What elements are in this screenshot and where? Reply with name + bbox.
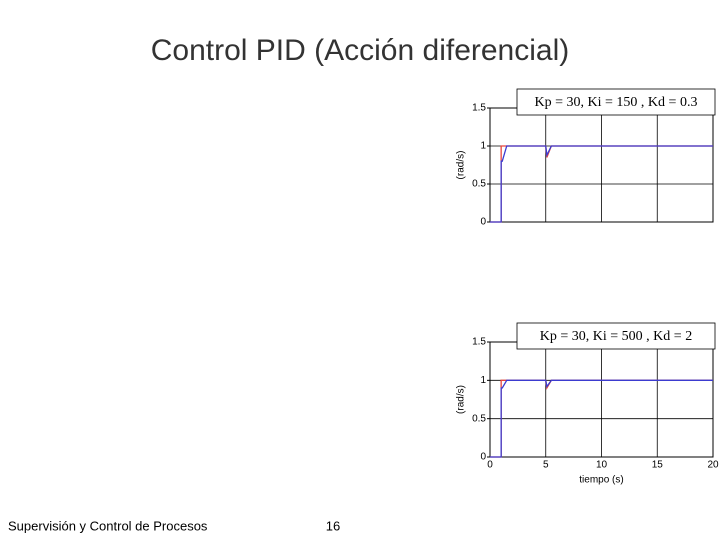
- y-tick-label: 0.5: [472, 179, 486, 190]
- footer-course: Supervisión y Control de Procesos: [8, 518, 208, 533]
- annotation-box: [516, 88, 716, 116]
- y-axis-label: (rad/s): [456, 151, 467, 180]
- y-tick-label: 0.5: [472, 413, 486, 424]
- x-tick-label: 5: [543, 460, 549, 471]
- slide-title: Control PID (Acción diferencial): [151, 34, 570, 67]
- y-tick-label: 1.5: [472, 337, 486, 348]
- line-series: [490, 379, 713, 458]
- line-series: [490, 145, 713, 223]
- y-tick-label: 1: [480, 141, 486, 152]
- y-tick-label: 1: [480, 375, 486, 386]
- annotation: Kp = 30, Ki = 500 , Kd = 2: [540, 329, 692, 344]
- y-tick-label: 0: [480, 452, 486, 463]
- annotation: Kp = 30, Ki = 150 , Kd = 0.3: [535, 95, 698, 110]
- x-tick-label: 0: [487, 460, 493, 471]
- x-tick-label: 15: [652, 460, 664, 471]
- y-tick-label: 1.5: [472, 103, 486, 114]
- x-tick-label: 10: [596, 460, 608, 471]
- y-axis-label: (rad/s): [456, 385, 467, 414]
- y-tick-label: 0: [480, 217, 486, 228]
- x-axis-label: tiempo (s): [579, 475, 623, 486]
- x-tick-label: 20: [707, 460, 719, 471]
- annotation-box: [516, 322, 716, 350]
- footer-page: 16: [326, 518, 340, 533]
